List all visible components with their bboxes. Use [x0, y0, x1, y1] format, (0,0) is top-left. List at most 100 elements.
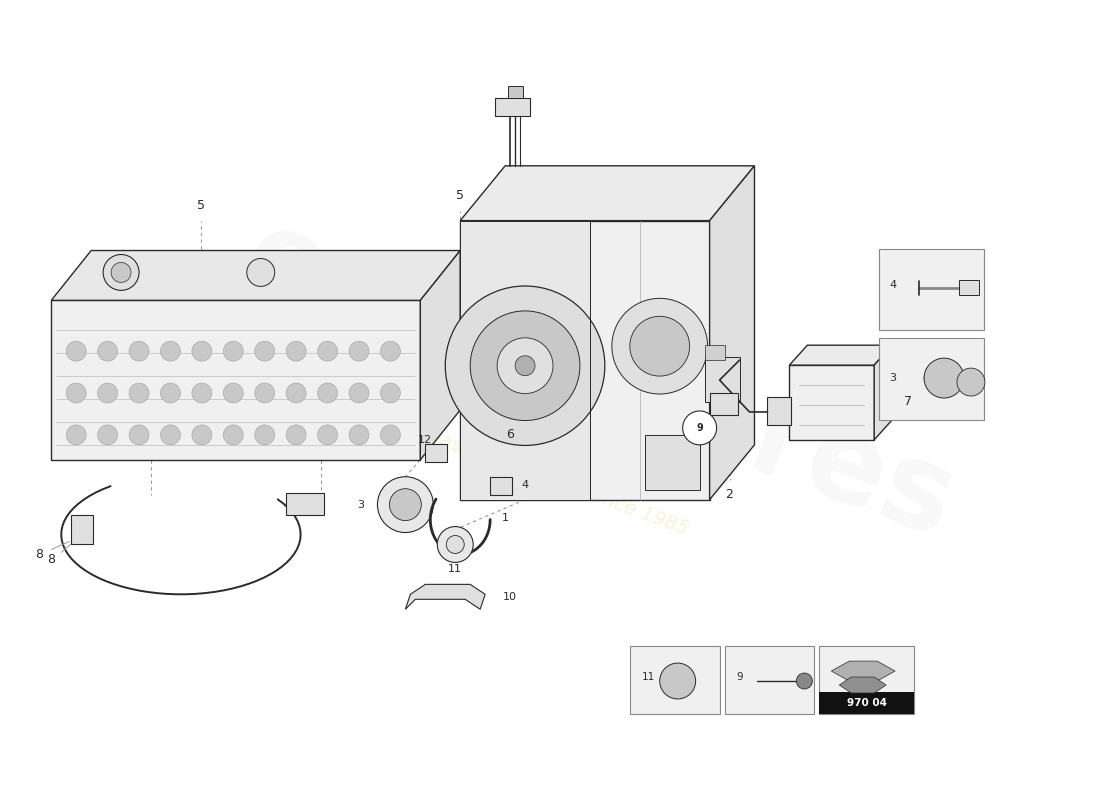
Circle shape	[389, 489, 421, 521]
Circle shape	[349, 425, 368, 445]
Circle shape	[255, 425, 275, 445]
Circle shape	[98, 342, 118, 361]
Circle shape	[318, 425, 338, 445]
Bar	[426, 444, 448, 462]
Bar	[286, 493, 323, 514]
Bar	[820, 646, 914, 714]
Circle shape	[318, 383, 338, 403]
Circle shape	[349, 342, 368, 361]
Circle shape	[286, 342, 306, 361]
Circle shape	[924, 358, 964, 398]
Circle shape	[246, 258, 275, 286]
Circle shape	[111, 262, 131, 282]
Circle shape	[630, 316, 690, 376]
Bar	[705, 345, 725, 360]
Text: 970 04: 970 04	[847, 698, 887, 708]
Bar	[768, 397, 791, 425]
Circle shape	[66, 383, 86, 403]
Circle shape	[446, 286, 605, 446]
Bar	[710, 393, 737, 415]
Bar	[790, 365, 874, 440]
Circle shape	[683, 411, 716, 445]
Circle shape	[129, 342, 149, 361]
Bar	[630, 646, 719, 714]
Bar	[959, 281, 979, 295]
Circle shape	[286, 425, 306, 445]
Circle shape	[497, 338, 553, 394]
Text: 6: 6	[506, 428, 514, 442]
Circle shape	[255, 383, 275, 403]
Text: 5: 5	[197, 199, 205, 212]
Bar	[72, 514, 94, 545]
Circle shape	[381, 342, 400, 361]
Circle shape	[660, 663, 695, 699]
Circle shape	[318, 342, 338, 361]
Polygon shape	[832, 661, 895, 681]
Polygon shape	[790, 345, 892, 365]
Circle shape	[103, 254, 139, 290]
Bar	[820, 692, 914, 714]
Circle shape	[381, 383, 400, 403]
Circle shape	[161, 425, 180, 445]
Circle shape	[286, 383, 306, 403]
Text: 8: 8	[35, 548, 43, 561]
Text: 10: 10	[503, 592, 517, 602]
Circle shape	[223, 425, 243, 445]
Text: a passion for parts since 1985: a passion for parts since 1985	[408, 421, 692, 539]
Polygon shape	[710, 166, 755, 500]
Bar	[705, 357, 739, 402]
Bar	[725, 646, 814, 714]
Circle shape	[191, 383, 212, 403]
Circle shape	[66, 425, 86, 445]
Text: 2: 2	[726, 488, 734, 501]
Bar	[491, 477, 513, 494]
Circle shape	[161, 383, 180, 403]
Text: 7: 7	[904, 395, 912, 409]
Text: 11: 11	[448, 565, 462, 574]
Circle shape	[66, 342, 86, 361]
Bar	[495, 98, 530, 116]
Circle shape	[255, 342, 275, 361]
Circle shape	[129, 383, 149, 403]
Circle shape	[191, 342, 212, 361]
Text: 9: 9	[696, 423, 703, 433]
Bar	[645, 435, 700, 490]
Polygon shape	[52, 300, 420, 460]
Text: 3: 3	[358, 500, 364, 510]
Circle shape	[796, 673, 812, 689]
Circle shape	[612, 298, 707, 394]
Circle shape	[349, 383, 368, 403]
Circle shape	[377, 477, 433, 533]
Circle shape	[957, 368, 984, 396]
Polygon shape	[874, 345, 892, 440]
Text: 12: 12	[418, 435, 432, 445]
Bar	[879, 249, 983, 330]
Text: 3: 3	[889, 373, 896, 383]
Circle shape	[191, 425, 212, 445]
Polygon shape	[460, 166, 755, 221]
Circle shape	[223, 383, 243, 403]
Polygon shape	[52, 250, 460, 300]
Circle shape	[223, 342, 243, 361]
Circle shape	[381, 425, 400, 445]
Circle shape	[438, 526, 473, 562]
Circle shape	[98, 383, 118, 403]
Text: 8: 8	[47, 553, 55, 566]
Text: 4: 4	[521, 480, 529, 490]
Polygon shape	[839, 677, 887, 693]
Circle shape	[447, 535, 464, 554]
Circle shape	[129, 425, 149, 445]
Circle shape	[161, 342, 180, 361]
Text: 1: 1	[502, 513, 508, 522]
Bar	[508, 86, 524, 98]
Polygon shape	[460, 221, 710, 500]
Bar	[879, 338, 983, 420]
Circle shape	[470, 311, 580, 421]
Polygon shape	[460, 221, 590, 500]
Text: eurospares: eurospares	[230, 198, 970, 562]
Circle shape	[515, 356, 535, 376]
Text: 11: 11	[641, 672, 654, 682]
Circle shape	[98, 425, 118, 445]
Text: 9: 9	[737, 672, 744, 682]
Text: 5: 5	[456, 190, 464, 202]
